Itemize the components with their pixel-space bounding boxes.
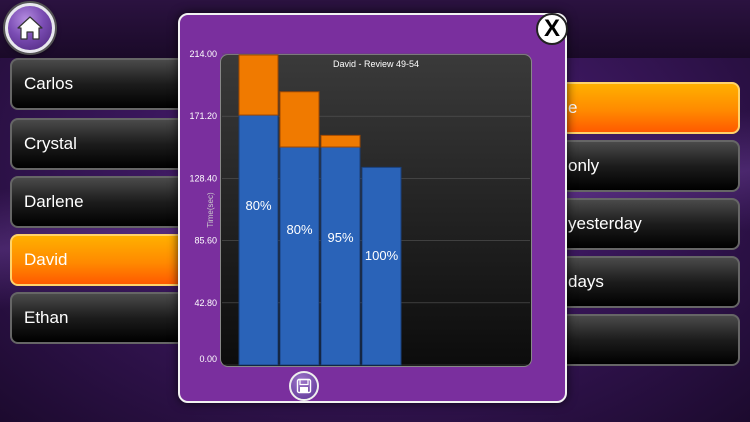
student-item-carlos[interactable]: Carlos [10, 58, 200, 110]
chart-panel [220, 54, 532, 367]
review-options-list: e only yesterday days [560, 0, 750, 422]
student-name: David [24, 250, 68, 269]
student-name: Darlene [24, 192, 84, 211]
save-button[interactable] [289, 371, 319, 401]
option-label: yesterday [568, 214, 642, 233]
option-item[interactable]: only [560, 140, 740, 192]
option-item[interactable]: yesterday [560, 198, 740, 250]
student-item-crystal[interactable]: Crystal [10, 118, 200, 170]
close-icon: X [543, 15, 560, 42]
student-item-ethan[interactable]: Ethan [10, 292, 200, 344]
home-icon [17, 16, 43, 40]
option-item[interactable] [560, 314, 740, 366]
option-label: only [568, 156, 600, 175]
option-label: days [568, 272, 604, 291]
option-label: e [568, 98, 578, 117]
student-name: Carlos [24, 74, 74, 93]
student-list: Carlos Crystal Darlene David Ethan [0, 0, 200, 422]
student-item-darlene[interactable]: Darlene [10, 176, 200, 228]
student-item-david[interactable]: David [10, 234, 200, 286]
close-button[interactable]: X [536, 13, 568, 45]
option-item[interactable]: e [560, 82, 740, 134]
student-name: Ethan [24, 308, 69, 327]
student-name: Crystal [24, 134, 77, 153]
floppy-disk-icon [296, 378, 312, 394]
option-item[interactable]: days [560, 256, 740, 308]
home-button[interactable] [5, 3, 55, 53]
